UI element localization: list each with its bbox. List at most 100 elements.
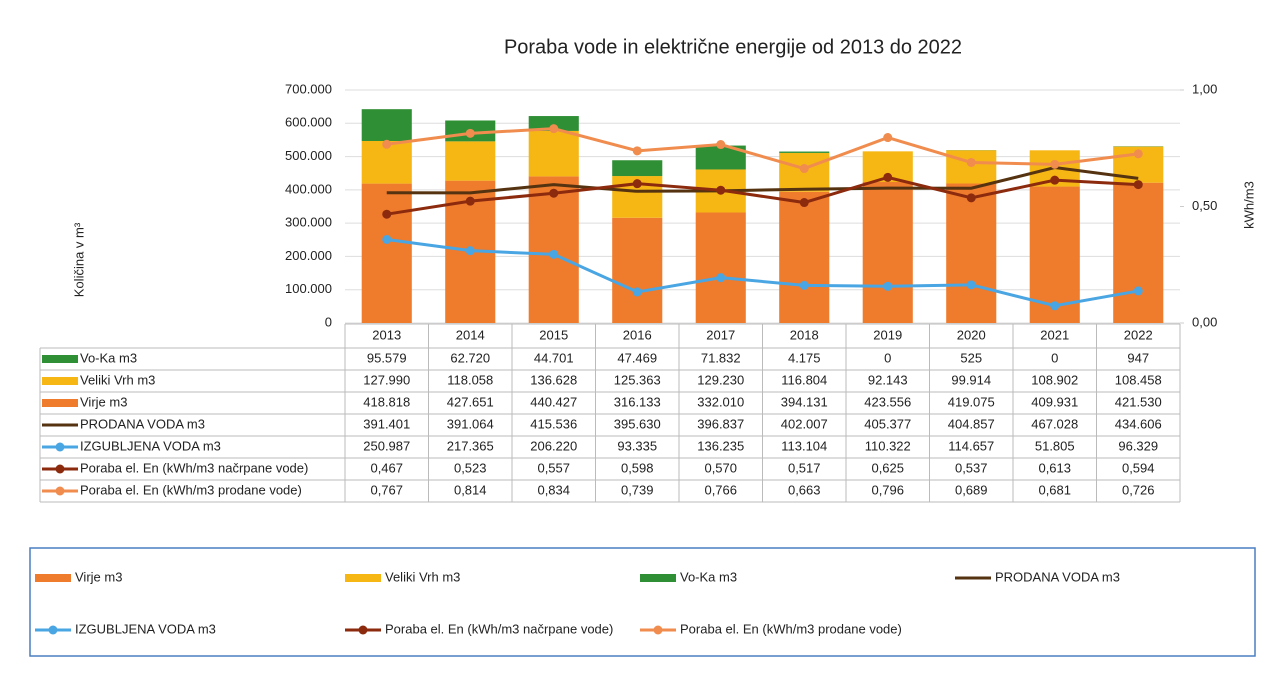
line-marker (966, 280, 976, 290)
table-cell: 421.530 (1115, 394, 1162, 409)
table-cell: 51.805 (1035, 438, 1075, 453)
table-cell: 136.235 (697, 438, 744, 453)
y2-tick-label: 1,00 (1192, 81, 1217, 96)
table-cell: 0,689 (955, 482, 988, 497)
line-marker (1050, 159, 1060, 169)
bar-segment (862, 182, 913, 323)
table-cell: 129.230 (697, 372, 744, 387)
table-cell: 0,814 (454, 482, 487, 497)
x-tick-label: 2015 (539, 327, 568, 342)
line-marker (966, 157, 976, 167)
table-cell: 0,598 (621, 460, 654, 475)
table-cell: 415.536 (530, 416, 577, 431)
table-cell: 0 (884, 350, 891, 365)
bar-segment (528, 116, 579, 131)
legend-swatch (42, 355, 78, 363)
table-cell: 93.335 (617, 438, 657, 453)
line-marker (1050, 301, 1060, 311)
table-cell: 409.931 (1031, 394, 1078, 409)
table-cell: 92.143 (868, 372, 908, 387)
bar-segment (946, 183, 997, 323)
bar-segment (528, 176, 579, 323)
table-cell: 0,739 (621, 482, 654, 497)
legend-swatch (42, 399, 78, 407)
table-cell: 125.363 (614, 372, 661, 387)
line-marker (883, 281, 893, 291)
table-cell: 394.131 (781, 394, 828, 409)
bar-segment (445, 141, 496, 181)
line-marker (799, 280, 809, 290)
y-tick-label: 500.000 (285, 148, 332, 163)
table-cell: 62.720 (450, 350, 490, 365)
table-cell: 418.818 (363, 394, 410, 409)
line-marker (549, 188, 559, 198)
table-row-label: Poraba el. En (kWh/m3 načrpane vode) (80, 460, 308, 475)
line-marker (632, 146, 642, 156)
bar-segment (528, 130, 579, 177)
legend-label: Virje m3 (75, 569, 122, 584)
legend-swatch-marker (55, 442, 65, 452)
line-marker (465, 128, 475, 138)
x-tick-label: 2021 (1040, 327, 1069, 342)
table-cell: 0,726 (1122, 482, 1155, 497)
legend-label: IZGUBLJENA VODA m3 (75, 621, 216, 636)
line-marker (1133, 180, 1143, 190)
table-cell: 44.701 (534, 350, 574, 365)
x-tick-label: 2014 (456, 327, 485, 342)
legend-swatch (35, 574, 71, 582)
legend-swatch-marker (358, 625, 368, 635)
table-cell: 0 (1051, 350, 1058, 365)
line-marker (1133, 286, 1143, 296)
table-cell: 47.469 (617, 350, 657, 365)
table-cell: 316.133 (614, 394, 661, 409)
table-cell: 0,834 (537, 482, 570, 497)
bar-segment (695, 212, 746, 323)
legend-swatch (640, 574, 676, 582)
legend-label: Veliki Vrh m3 (385, 569, 460, 584)
bar-segment (1113, 182, 1164, 323)
table-cell: 427.651 (447, 394, 494, 409)
table-row-label: IZGUBLJENA VODA m3 (80, 438, 221, 453)
legend-swatch-marker (48, 625, 58, 635)
table-cell: 113.104 (781, 438, 827, 453)
table-cell: 99.914 (951, 372, 991, 387)
line-marker (382, 209, 392, 219)
bar-segment (695, 145, 746, 170)
table-cell: 0,594 (1122, 460, 1155, 475)
table-cell: 96.329 (1118, 438, 1158, 453)
y-tick-label: 700.000 (285, 81, 332, 96)
line-marker (632, 179, 642, 189)
legend-swatch-marker (55, 464, 65, 474)
line-series (386, 175, 1139, 216)
y-tick-label: 100.000 (285, 281, 332, 296)
legend-swatch-marker (653, 625, 663, 635)
line-marker (883, 133, 893, 143)
line-marker (716, 273, 726, 283)
line-series (386, 127, 1139, 171)
line-marker (1050, 175, 1060, 185)
y-tick-label: 400.000 (285, 181, 332, 196)
line-marker (549, 249, 559, 259)
legend-label: Vo-Ka m3 (680, 569, 737, 584)
line-series (386, 237, 1139, 308)
line-marker (465, 246, 475, 256)
line-series (386, 166, 1139, 195)
line-marker (1133, 149, 1143, 159)
table-cell: 108.458 (1115, 372, 1162, 387)
y2-tick-label: 0,50 (1192, 198, 1217, 213)
x-tick-label: 2018 (790, 327, 819, 342)
table-row-label: Virje m3 (80, 394, 127, 409)
x-tick-label: 2013 (372, 327, 401, 342)
line-marker (966, 193, 976, 203)
table-cell: 440.427 (530, 394, 577, 409)
table-cell: 0,570 (704, 460, 737, 475)
table-row-label: Veliki Vrh m3 (80, 372, 155, 387)
line-marker (549, 124, 559, 134)
table-cell: 391.401 (363, 416, 410, 431)
line-marker (716, 140, 726, 150)
chart-title: Poraba vode in električne energije od 20… (504, 36, 962, 58)
legend-swatch (42, 377, 78, 385)
table-cell: 0,523 (454, 460, 487, 475)
table-row-label: PRODANA VODA m3 (80, 416, 205, 431)
